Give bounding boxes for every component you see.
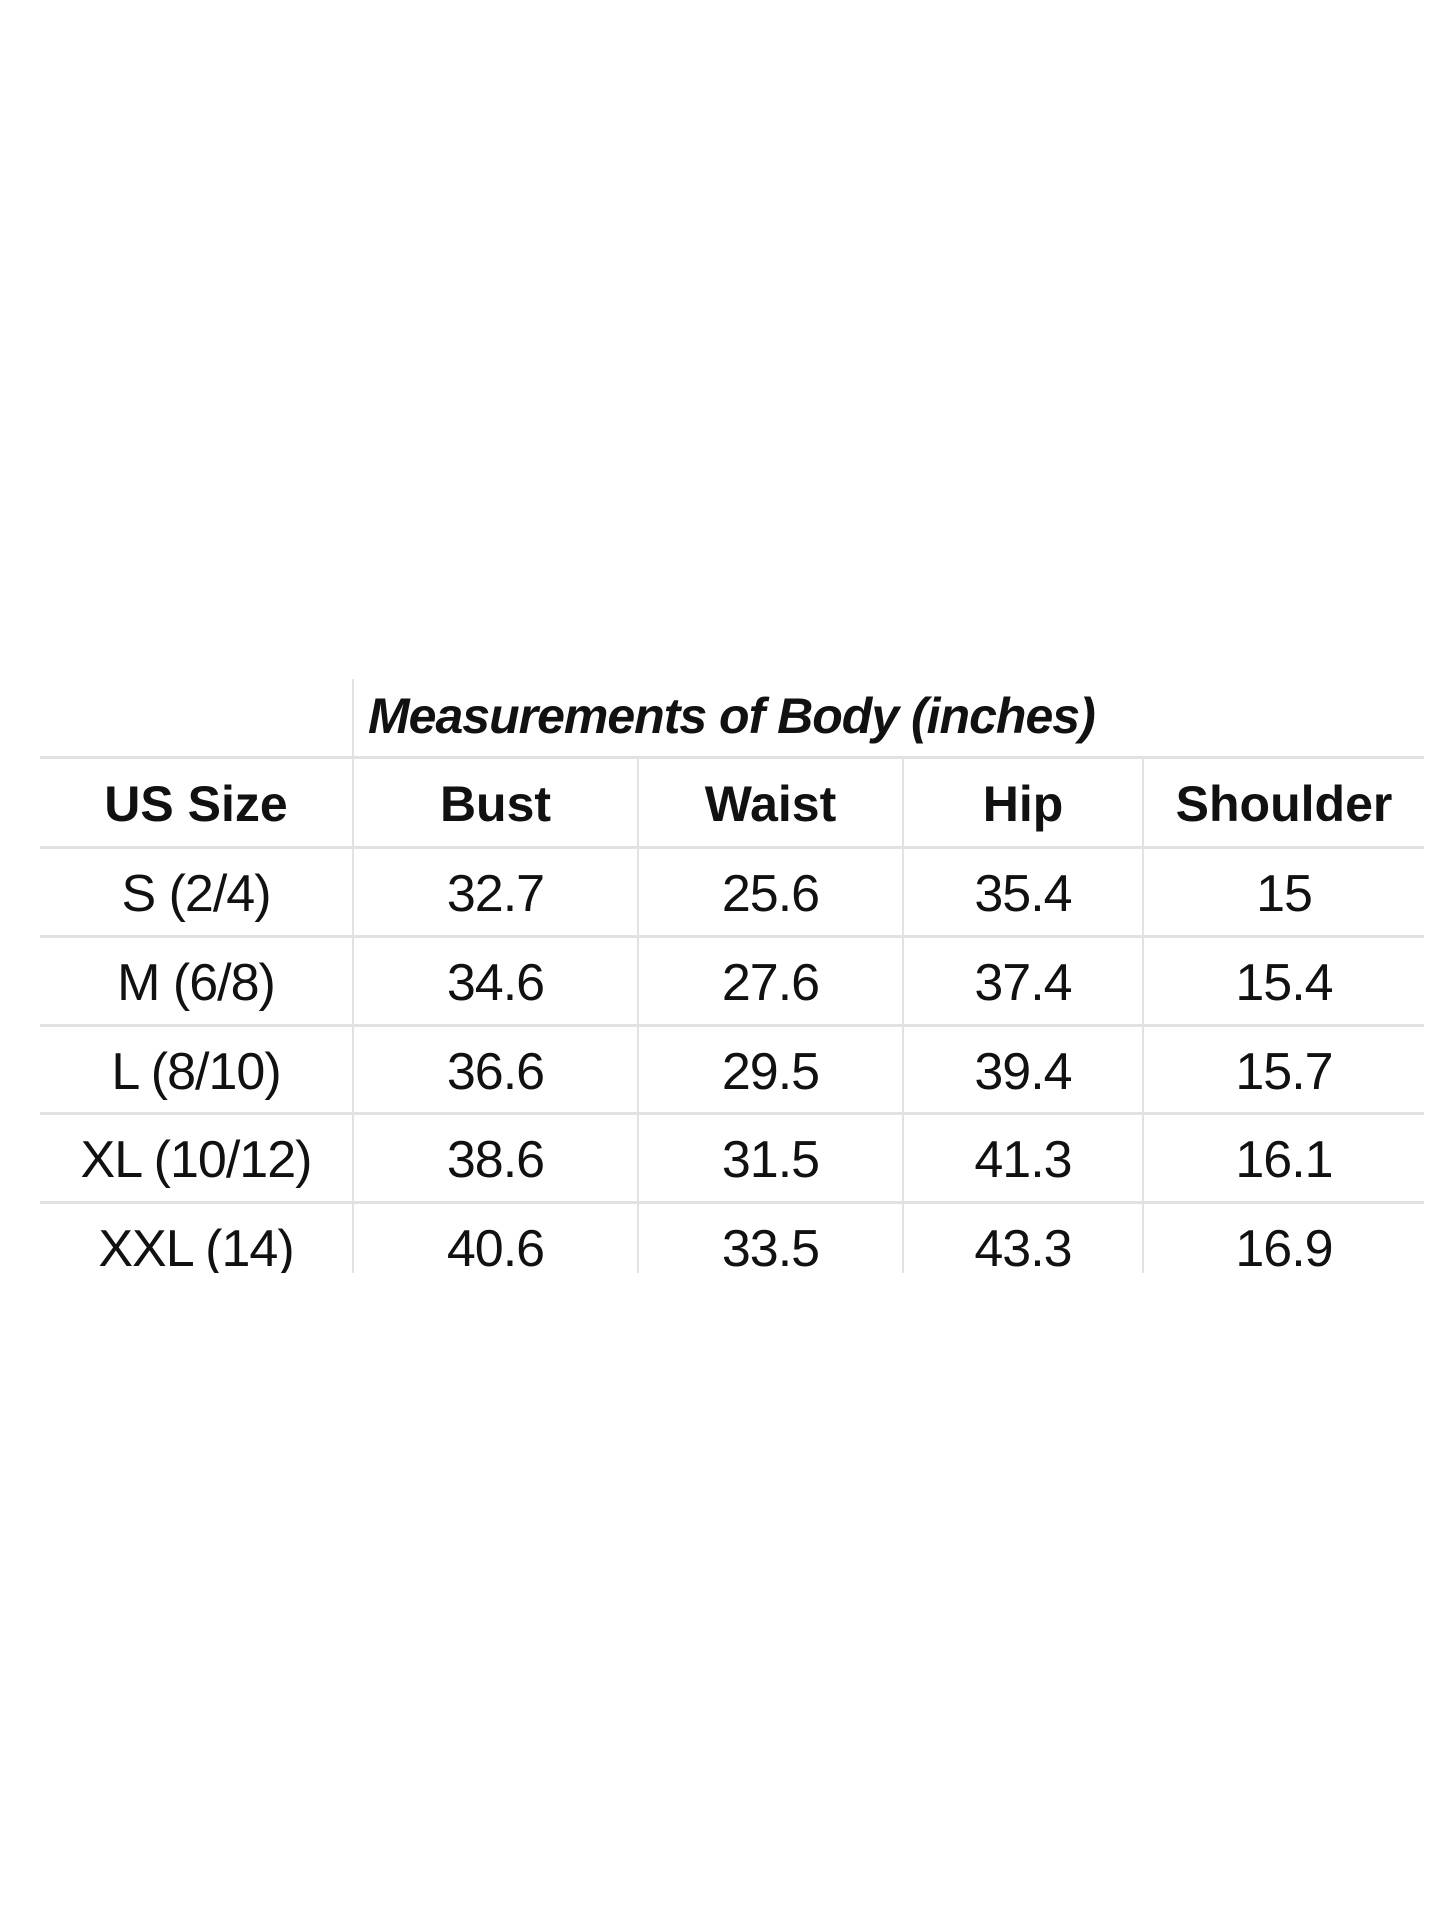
row-divider bbox=[40, 1112, 1424, 1115]
table-cell: 33.5 bbox=[721, 1219, 820, 1274]
table-row: XXL (14) 40.6 33.5 43.3 16.9 bbox=[40, 1204, 1424, 1274]
table-cell: 40.6 bbox=[446, 1219, 545, 1274]
column-header: Bust bbox=[439, 775, 552, 832]
table-cell: 32.7 bbox=[446, 864, 545, 923]
table-cell: 29.5 bbox=[721, 1042, 820, 1101]
table-cell: XL (10/12) bbox=[80, 1130, 313, 1189]
table-row: S (2/4) 32.7 25.6 35.4 15 bbox=[40, 849, 1424, 938]
table-cell: 15.4 bbox=[1235, 953, 1333, 1012]
table-row: L (8/10) 36.6 29.5 39.4 15.7 bbox=[40, 1027, 1424, 1116]
column-divider bbox=[902, 757, 904, 1273]
table-cell: 34.6 bbox=[446, 953, 545, 1012]
table-cell: 39.4 bbox=[974, 1042, 1072, 1101]
table-cell: 35.4 bbox=[974, 864, 1072, 923]
table-cell: 43.3 bbox=[974, 1219, 1072, 1274]
table-cell: 38.6 bbox=[446, 1130, 545, 1189]
row-divider bbox=[40, 1201, 1424, 1204]
column-header: Waist bbox=[704, 775, 837, 832]
column-divider bbox=[637, 757, 639, 1273]
table-cell: 25.6 bbox=[721, 864, 820, 923]
table-cell: 31.5 bbox=[721, 1130, 820, 1189]
column-header: Hip bbox=[982, 775, 1064, 832]
table-title: Measurements of Body (inches) bbox=[368, 688, 1096, 744]
table-cell: L (8/10) bbox=[111, 1042, 281, 1101]
row-divider bbox=[40, 846, 1424, 849]
column-header: Shoulder bbox=[1175, 775, 1393, 832]
table-cell: 37.4 bbox=[974, 953, 1072, 1012]
table-cell: 16.1 bbox=[1235, 1130, 1333, 1189]
table-title-row: Measurements of Body (inches) bbox=[40, 679, 1424, 757]
table-cell: 16.9 bbox=[1235, 1219, 1333, 1274]
table-cell: XXL (14) bbox=[98, 1219, 294, 1274]
size-chart-table: Measurements of Body (inches) US Size Bus… bbox=[40, 679, 1424, 1273]
table-cell: 15.7 bbox=[1235, 1042, 1333, 1101]
table-row: XL (10/12) 38.6 31.5 41.3 16.1 bbox=[40, 1115, 1424, 1204]
row-divider bbox=[40, 935, 1424, 938]
table-cell: 41.3 bbox=[974, 1130, 1072, 1189]
table-cell: 15 bbox=[1256, 864, 1313, 923]
column-divider bbox=[1142, 757, 1144, 1273]
column-divider bbox=[352, 679, 354, 1273]
row-divider bbox=[40, 756, 1424, 759]
table-row: M (6/8) 34.6 27.6 37.4 15.4 bbox=[40, 938, 1424, 1027]
table-cell: S (2/4) bbox=[121, 864, 271, 923]
header-row: US Size Bust Waist Hip Shoulder bbox=[40, 759, 1424, 848]
row-divider bbox=[40, 1024, 1424, 1027]
table-cell: 27.6 bbox=[721, 953, 820, 1012]
column-header: US Size bbox=[104, 775, 288, 832]
table-cell: M (6/8) bbox=[117, 953, 276, 1012]
table-cell: 36.6 bbox=[446, 1042, 545, 1101]
